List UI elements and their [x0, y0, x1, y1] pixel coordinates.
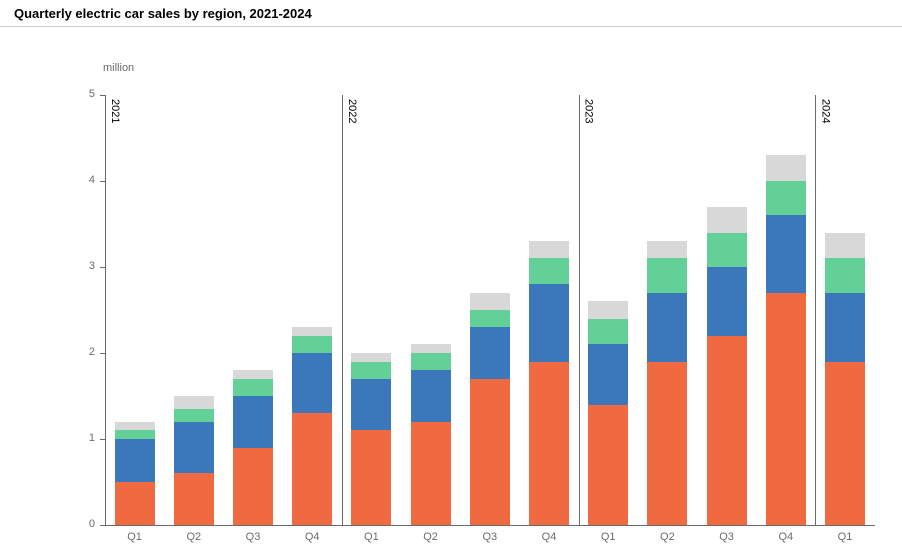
bar-segment — [470, 379, 510, 525]
chart-title: Quarterly electric car sales by region, … — [14, 6, 312, 21]
bar-segment — [588, 301, 628, 318]
x-tick-label: Q1 — [825, 531, 865, 543]
bar-segment — [351, 379, 391, 431]
bar-segment — [292, 327, 332, 336]
bar-segment — [174, 409, 214, 422]
year-label: 2022 — [346, 99, 358, 123]
bar-segment — [766, 155, 806, 181]
bar-segment — [707, 267, 747, 336]
bar-segment — [470, 310, 510, 327]
bar-segment — [115, 439, 155, 482]
bar-segment — [647, 241, 687, 258]
bar-segment — [115, 482, 155, 525]
bar-segment — [174, 473, 214, 525]
x-tick-label: Q3 — [233, 531, 273, 543]
bar-segment — [411, 422, 451, 525]
bar-segment — [825, 293, 865, 362]
x-tick-label: Q3 — [470, 531, 510, 543]
bar-segment — [588, 405, 628, 525]
bar-segment — [174, 422, 214, 474]
x-tick-label: Q2 — [174, 531, 214, 543]
x-tick-label: Q1 — [588, 531, 628, 543]
bar-segment — [766, 293, 806, 525]
y-tick-label: 1 — [75, 432, 95, 444]
bar-segment — [825, 258, 865, 292]
x-tick-label: Q2 — [411, 531, 451, 543]
year-label: 2023 — [583, 99, 595, 123]
bar-segment — [351, 353, 391, 362]
bar-segment — [707, 336, 747, 525]
year-divider — [105, 95, 106, 525]
bar-segment — [174, 396, 214, 409]
y-axis-subtitle: million — [103, 62, 134, 74]
bar-segment — [766, 181, 806, 215]
year-label: 2024 — [819, 99, 831, 123]
title-rule — [0, 26, 902, 27]
bar-segment — [529, 362, 569, 525]
x-tick-label: Q3 — [707, 531, 747, 543]
bar-segment — [233, 448, 273, 525]
y-tick-label: 3 — [75, 260, 95, 272]
bar-segment — [351, 430, 391, 525]
bar-segment — [588, 344, 628, 404]
bar-segment — [766, 215, 806, 292]
bar-segment — [825, 362, 865, 525]
plot-area: 012345Q1Q2Q3Q4Q1Q2Q3Q4Q1Q2Q3Q4Q120212022… — [105, 95, 875, 525]
bar-segment — [707, 207, 747, 233]
y-tick — [100, 525, 105, 526]
bar-segment — [115, 422, 155, 431]
year-label: 2021 — [109, 99, 121, 123]
bar-segment — [292, 413, 332, 525]
bar-segment — [470, 327, 510, 379]
year-divider — [579, 95, 580, 525]
y-tick-label: 2 — [75, 346, 95, 358]
bar-segment — [233, 370, 273, 379]
bar-segment — [233, 379, 273, 396]
bar-segment — [588, 319, 628, 345]
bar-segment — [647, 362, 687, 525]
bar-segment — [707, 233, 747, 267]
bar-segment — [292, 336, 332, 353]
x-tick-label: Q1 — [115, 531, 155, 543]
y-tick-label: 5 — [75, 88, 95, 100]
y-tick-label: 0 — [75, 518, 95, 530]
x-tick-label: Q4 — [766, 531, 806, 543]
x-tick-label: Q4 — [292, 531, 332, 543]
bar-segment — [292, 353, 332, 413]
bar-segment — [351, 362, 391, 379]
x-tick-label: Q1 — [351, 531, 391, 543]
x-tick-label: Q2 — [647, 531, 687, 543]
bar-segment — [233, 396, 273, 448]
x-tick-label: Q4 — [529, 531, 569, 543]
bar-segment — [115, 430, 155, 439]
bar-segment — [529, 241, 569, 258]
bar-segment — [411, 370, 451, 422]
year-divider — [342, 95, 343, 525]
year-divider — [815, 95, 816, 525]
bar-segment — [411, 344, 451, 353]
bar-segment — [470, 293, 510, 310]
bar-segment — [825, 233, 865, 259]
bar-segment — [411, 353, 451, 370]
bar-segment — [529, 258, 569, 284]
x-axis-line — [105, 525, 875, 526]
bar-segment — [647, 258, 687, 292]
chart-container: { "title": "Quarterly electric car sales… — [0, 0, 902, 559]
bar-segment — [529, 284, 569, 361]
bar-segment — [647, 293, 687, 362]
y-tick-label: 4 — [75, 174, 95, 186]
